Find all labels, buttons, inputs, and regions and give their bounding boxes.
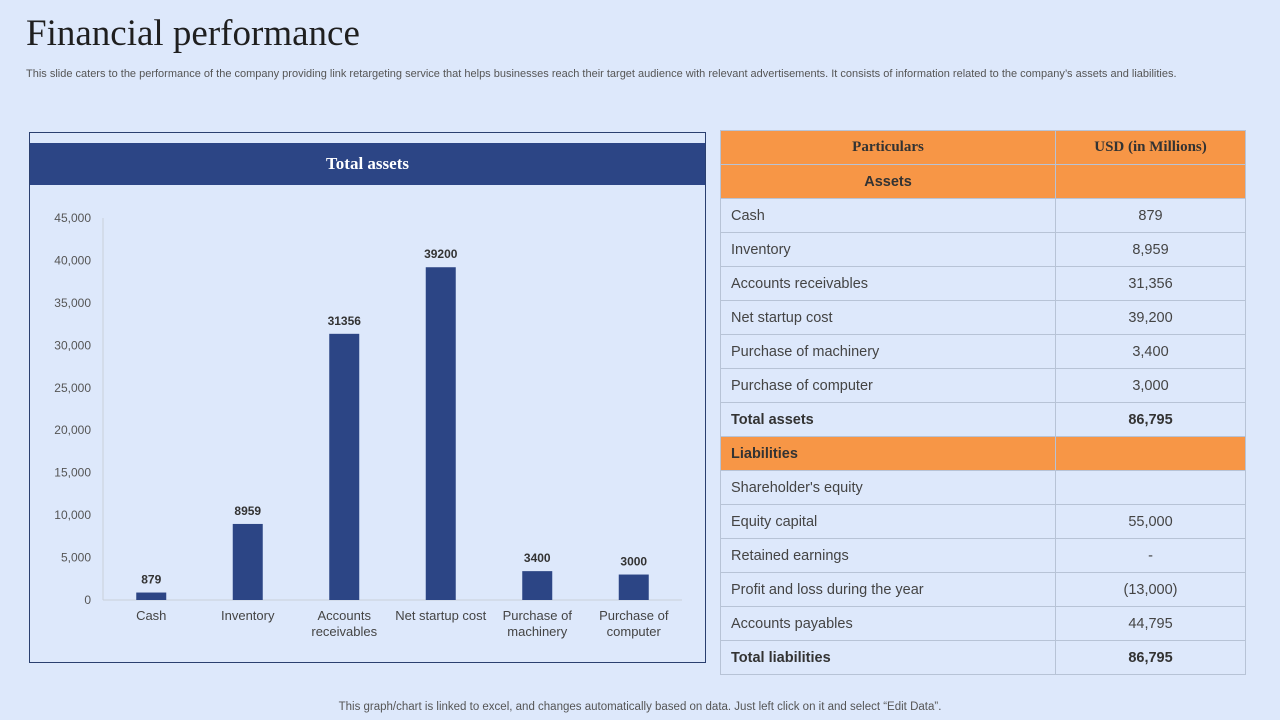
section-empty-cell — [1055, 164, 1246, 199]
total-value: 86,795 — [1055, 640, 1246, 675]
bar-data-label: 31356 — [328, 314, 362, 328]
row-label: Purchase of computer — [720, 368, 1056, 403]
table-row: Net startup cost 39,200 — [720, 300, 1246, 335]
bar-4[interactable] — [522, 571, 553, 600]
chart-title: Total assets — [30, 143, 705, 185]
row-value: 55,000 — [1055, 504, 1246, 539]
table-header-row: Particulars USD (in Millions) — [720, 130, 1246, 165]
table-row: Shareholder's equity — [720, 470, 1246, 505]
row-label: Accounts receivables — [720, 266, 1056, 301]
section-row-liabilities: Liabilities — [720, 436, 1246, 471]
x-tick-label: Purchase of — [599, 608, 669, 623]
page-title: Financial performance — [26, 13, 360, 54]
y-tick-label: 45,000 — [54, 211, 91, 225]
bar-chart[interactable]: 0 5,000 10,000 15,000 20,000 25,000 30,000 35,0… — [30, 133, 707, 664]
section-label-assets: Assets — [720, 164, 1056, 199]
total-row-liabilities: Total liabilities 86,795 — [720, 640, 1246, 675]
x-tick-label: Purchase of — [503, 608, 573, 623]
table-row: Inventory 8,959 — [720, 232, 1246, 267]
bar-data-label: 8959 — [234, 504, 261, 518]
row-value: 44,795 — [1055, 606, 1246, 641]
page-subtitle: This slide caters to the performance of … — [26, 68, 1177, 80]
bar-1[interactable] — [232, 523, 263, 600]
bar-5[interactable] — [618, 574, 649, 600]
chart-panel[interactable]: Total assets 0 5,000 10,000 15,000 20,000 25,… — [29, 132, 706, 663]
row-value: 3,000 — [1055, 368, 1246, 403]
bar-2[interactable] — [329, 333, 360, 600]
header-usd: USD (in Millions) — [1055, 130, 1246, 165]
total-label: Total assets — [720, 402, 1056, 437]
y-tick-label: 30,000 — [54, 338, 91, 352]
bar-0[interactable] — [136, 592, 167, 600]
row-value: - — [1055, 538, 1246, 573]
table-row: Purchase of machinery 3,400 — [720, 334, 1246, 369]
y-tick-label: 20,000 — [54, 423, 91, 437]
x-tick-label: receivables — [311, 624, 377, 639]
y-tick-label: 0 — [84, 593, 91, 607]
row-label: Accounts payables — [720, 606, 1056, 641]
row-value — [1055, 470, 1246, 505]
total-label: Total liabilities — [720, 640, 1056, 675]
table-row: Cash 879 — [720, 198, 1246, 233]
y-tick-label: 10,000 — [54, 508, 91, 522]
x-tick-label: machinery — [507, 624, 567, 639]
row-label: Cash — [720, 198, 1056, 233]
x-tick-label: computer — [607, 624, 662, 639]
financial-table: Particulars USD (in Millions) Assets Cas… — [720, 130, 1246, 675]
y-tick-label: 5,000 — [61, 551, 91, 565]
total-row-assets: Total assets 86,795 — [720, 402, 1246, 437]
x-tick-label: Accounts — [318, 608, 372, 623]
x-tick-label: Inventory — [221, 608, 275, 623]
row-label: Inventory — [720, 232, 1056, 267]
footer-note: This graph/chart is linked to excel, and… — [338, 701, 942, 713]
table-row: Equity capital 55,000 — [720, 504, 1246, 539]
row-value: (13,000) — [1055, 572, 1246, 607]
bar-data-label: 3400 — [524, 551, 551, 565]
row-label: Profit and loss during the year — [720, 572, 1056, 607]
total-value: 86,795 — [1055, 402, 1246, 437]
row-label: Equity capital — [720, 504, 1056, 539]
bar-data-label: 39200 — [424, 247, 458, 261]
table-row: Accounts receivables 31,356 — [720, 266, 1246, 301]
table-row: Purchase of computer 3,000 — [720, 368, 1246, 403]
row-value: 39,200 — [1055, 300, 1246, 335]
row-value: 3,400 — [1055, 334, 1246, 369]
section-label-liabilities: Liabilities — [720, 436, 1056, 471]
bar-3[interactable] — [425, 267, 456, 600]
row-label: Shareholder's equity — [720, 470, 1056, 505]
table-row: Retained earnings - — [720, 538, 1246, 573]
table-row: Accounts payables 44,795 — [720, 606, 1246, 641]
bar-data-label: 3000 — [620, 555, 647, 569]
y-tick-label: 40,000 — [54, 253, 91, 267]
row-value: 8,959 — [1055, 232, 1246, 267]
y-tick-label: 25,000 — [54, 381, 91, 395]
header-particulars: Particulars — [720, 130, 1056, 165]
row-value: 879 — [1055, 198, 1246, 233]
section-empty-cell — [1055, 436, 1246, 471]
x-tick-label: Net startup cost — [395, 608, 486, 623]
table-row: Profit and loss during the year (13,000) — [720, 572, 1246, 607]
y-tick-label: 15,000 — [54, 466, 91, 480]
row-label: Retained earnings — [720, 538, 1056, 573]
row-label: Net startup cost — [720, 300, 1056, 335]
y-tick-label: 35,000 — [54, 296, 91, 310]
section-row-assets: Assets — [720, 164, 1246, 199]
row-value: 31,356 — [1055, 266, 1246, 301]
bar-data-label: 879 — [141, 573, 161, 587]
x-tick-label: Cash — [136, 608, 166, 623]
row-label: Purchase of machinery — [720, 334, 1056, 369]
